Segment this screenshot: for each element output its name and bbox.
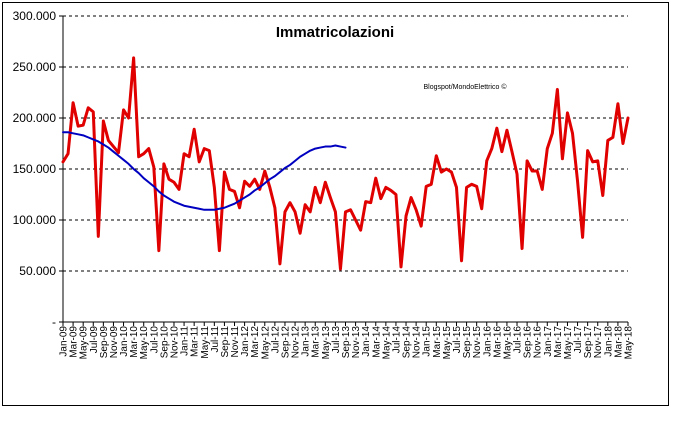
series-line-trend [62, 131, 347, 211]
x-tick-label: May-14 [381, 326, 392, 360]
x-tick-label: Mar-18 [613, 326, 624, 358]
x-tick-label: Jan-13 [301, 326, 312, 357]
x-tick-label: May-09 [79, 326, 90, 360]
x-tick-label: Jan-09 [59, 326, 70, 357]
y-tick-label: 150.000 [13, 162, 57, 176]
x-tick-label: Nov-11 [230, 326, 241, 358]
x-tick-label: Sep-12 [280, 326, 291, 359]
x-tick-label: Nov-15 [472, 326, 483, 359]
x-tick-label: Nov-10 [169, 326, 180, 359]
x-tick-label: Jul-12 [270, 326, 281, 354]
y-axis: - 50.000 100.000 150.000 200.000 250.000 300.0… [13, 9, 64, 329]
x-tick-label: Jul-16 [513, 326, 524, 354]
x-tick-label: Mar-16 [492, 326, 503, 358]
y-tick-label: 300.000 [13, 9, 57, 23]
x-tick-label: Nov-17 [593, 326, 604, 359]
y-tick-label: 100.000 [13, 213, 57, 227]
x-tick-label: Jul-15 [452, 326, 463, 354]
x-tick-label: Jan-11 [180, 326, 191, 356]
x-tick-label: May-18 [624, 326, 635, 360]
x-axis: Jan-09 Mar-09 May-09 Jul-09 Sep-09 Nov-09 Jan-… [59, 321, 635, 360]
x-tick-label: Mar-14 [371, 326, 382, 358]
x-tick-label: May-11 [200, 326, 211, 359]
x-tick-label: May-12 [260, 326, 271, 360]
x-tick-label: Jul-17 [573, 326, 584, 354]
x-tick-label: Sep-16 [523, 326, 534, 359]
y-tick-label: 200.000 [13, 111, 57, 125]
x-tick-label: Jan-10 [119, 326, 130, 357]
y-tick-label: - [52, 315, 56, 329]
x-tick-label: Mar-17 [553, 326, 564, 358]
x-tick-label: Mar-15 [432, 326, 443, 358]
x-tick-label: May-17 [563, 326, 574, 360]
x-tick-label: Mar-09 [69, 326, 80, 358]
x-tick-label: Mar-12 [250, 326, 261, 358]
x-tick-label: Jan-14 [361, 326, 372, 357]
grid-lines [63, 15, 628, 272]
x-tick-label: May-10 [139, 326, 150, 360]
x-tick-label: Jan-17 [543, 326, 554, 357]
series-line-immatricolazioni [61, 56, 630, 271]
x-tick-label: Mar-11 [190, 326, 201, 357]
x-tick-label: May-16 [502, 326, 513, 360]
chart-title: Immatricolazioni [276, 24, 394, 41]
series-layer [61, 56, 630, 271]
x-tick-label: Jul-10 [149, 326, 160, 354]
x-tick-label: Sep-11 [220, 326, 231, 358]
x-tick-label: Jan-12 [240, 326, 251, 357]
x-tick-label: Jul-13 [331, 326, 342, 354]
x-tick-label: Mar-10 [129, 326, 140, 358]
x-tick-label: May-13 [321, 326, 332, 360]
x-tick-label: Sep-14 [402, 326, 413, 359]
x-tick-label: Jul-14 [391, 326, 402, 354]
chart-frame [2, 2, 669, 406]
x-tick-label: Nov-13 [351, 326, 362, 359]
x-tick-label: Jul-09 [89, 326, 100, 354]
x-tick-label: Sep-17 [583, 326, 594, 359]
x-tick-label: Jan-16 [482, 326, 493, 357]
x-tick-label: Jul-11 [210, 326, 221, 353]
chart-annotation: Blogspot/MondoElettrico © [424, 83, 508, 91]
x-tick-label: Sep-13 [341, 326, 352, 359]
x-tick-label: Nov-14 [412, 326, 423, 359]
x-tick-label: May-15 [442, 326, 453, 360]
x-tick-label: Jan-18 [603, 326, 614, 357]
x-tick-label: Jan-15 [422, 326, 433, 357]
x-tick-label: Sep-10 [159, 326, 170, 359]
x-tick-label: Sep-09 [99, 326, 110, 359]
y-tick-label: 50.000 [19, 264, 56, 278]
x-tick-label: Nov-12 [291, 326, 302, 359]
x-tick-label: Sep-15 [462, 326, 473, 359]
x-tick-label: Nov-16 [533, 326, 544, 359]
y-tick-label: 250.000 [13, 60, 57, 74]
x-tick-label: Mar-13 [311, 326, 322, 358]
x-tick-label: Nov-09 [109, 326, 120, 359]
